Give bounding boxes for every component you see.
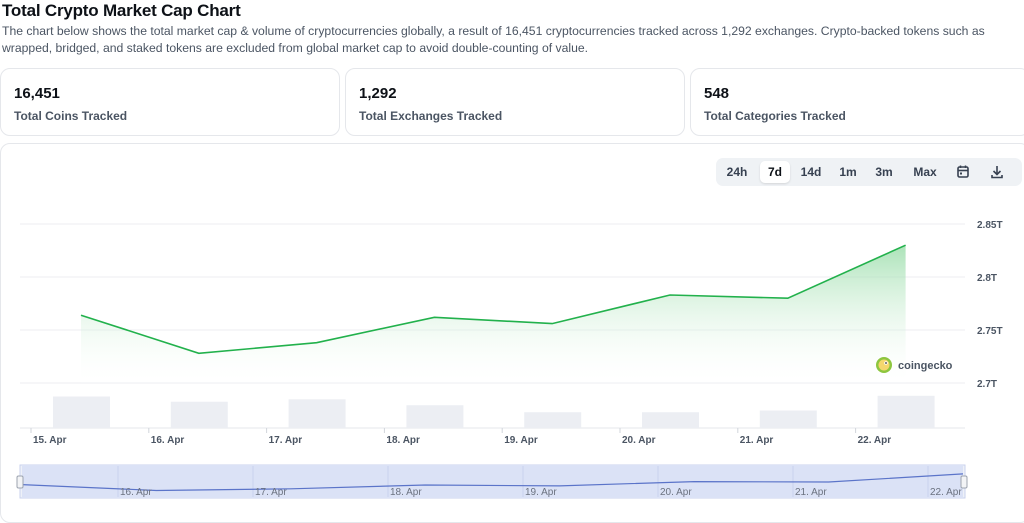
- volume-bar: [289, 399, 346, 428]
- x-tick-label: 20. Apr: [622, 435, 656, 446]
- volume-bar: [406, 405, 463, 428]
- market-cap-area: [81, 245, 906, 383]
- coingecko-watermark: coingecko: [876, 357, 953, 373]
- range-navigator[interactable]: 16. Apr 17. Apr 18. Apr 19. Apr 20. Apr 21. A…: [17, 465, 967, 498]
- volume-bar: [878, 396, 935, 428]
- y-tick-label: 2.75T: [977, 326, 1003, 337]
- x-tick-label: 22. Apr: [858, 435, 892, 446]
- navigator-tick-label: 22. Apr: [930, 487, 962, 498]
- volume-bar: [53, 397, 110, 429]
- navigator-tick-label: 21. Apr: [795, 487, 827, 498]
- navigator-tick-label: 17. Apr: [255, 487, 287, 498]
- x-tick-label: 21. Apr: [740, 435, 774, 446]
- y-tick-label: 2.8T: [977, 273, 997, 284]
- x-tick-label: 17. Apr: [269, 435, 303, 446]
- volume-bar: [171, 402, 228, 428]
- x-tick-label: 16. Apr: [151, 435, 185, 446]
- y-tick-label: 2.85T: [977, 220, 1003, 231]
- volume-bar: [642, 412, 699, 428]
- watermark-text: coingecko: [898, 360, 953, 372]
- navigator-tick-label: 16. Apr: [120, 487, 152, 498]
- navigator-tick-label: 19. Apr: [525, 487, 557, 498]
- navigator-tick-label: 20. Apr: [660, 487, 692, 498]
- navigator-handle-right[interactable]: [961, 476, 967, 488]
- x-tick-label: 19. Apr: [504, 435, 538, 446]
- volume-bar: [760, 411, 817, 429]
- navigator-tick-label: 18. Apr: [390, 487, 422, 498]
- volume-bar: [524, 412, 581, 428]
- x-tick-label: 18. Apr: [386, 435, 420, 446]
- y-tick-label: 2.7T: [977, 379, 997, 390]
- x-tick-label: 15. Apr: [33, 435, 67, 446]
- navigator-handle-left[interactable]: [17, 476, 23, 488]
